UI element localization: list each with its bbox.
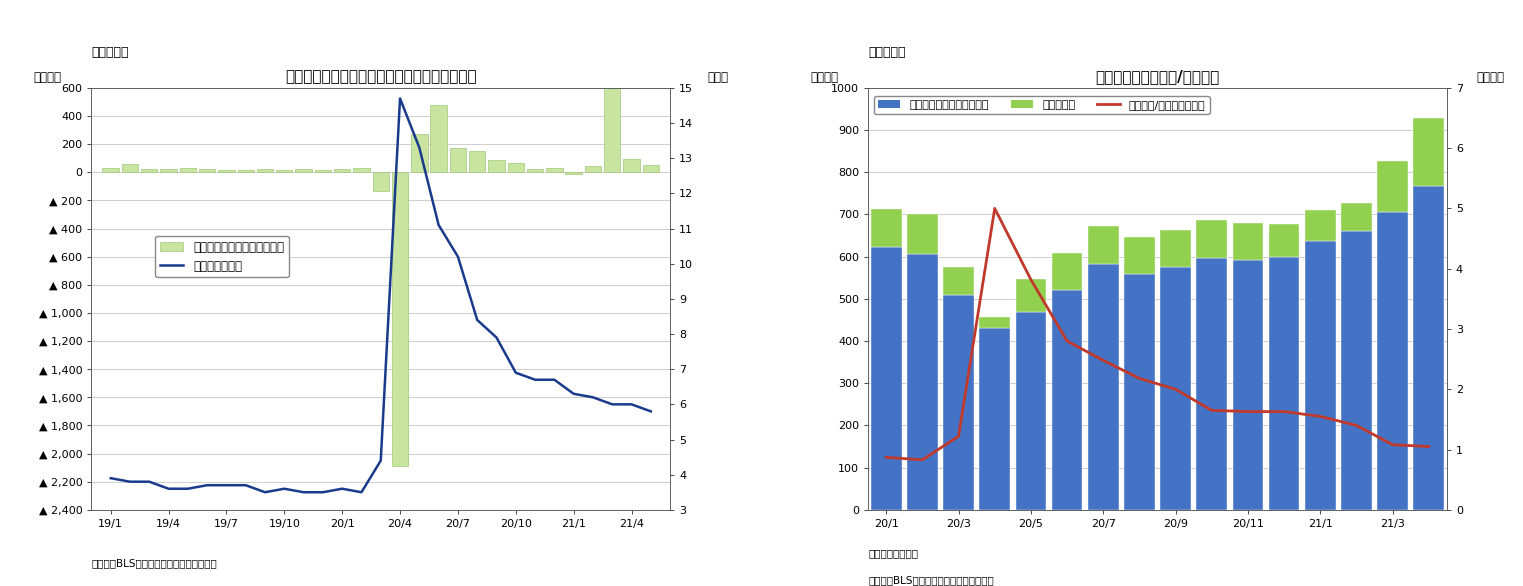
Bar	[180, 169, 196, 172]
Bar	[431, 105, 446, 172]
Bar	[276, 170, 292, 172]
Bar	[1197, 220, 1228, 257]
Text: （注）季節調整済: （注）季節調整済	[868, 548, 918, 558]
Bar	[102, 168, 119, 172]
Bar	[943, 295, 973, 510]
Bar	[200, 169, 215, 172]
Bar	[1377, 212, 1407, 510]
Bar	[1016, 312, 1046, 510]
Text: （万人）: （万人）	[34, 71, 61, 84]
Bar	[908, 254, 938, 510]
Bar	[1342, 203, 1372, 231]
Bar	[391, 172, 408, 466]
Bar	[1161, 230, 1191, 267]
Bar	[1413, 118, 1444, 186]
Bar	[1305, 241, 1336, 510]
Bar	[605, 63, 620, 172]
Bar	[1377, 161, 1407, 212]
Bar	[1342, 231, 1372, 510]
Bar	[565, 172, 582, 173]
Text: （万人）: （万人）	[810, 71, 838, 84]
Bar	[979, 316, 1010, 328]
Bar	[643, 165, 659, 172]
Bar	[160, 169, 177, 172]
Bar	[469, 151, 486, 172]
Title: 求人数および求人数/失業者数: 求人数および求人数/失業者数	[1095, 69, 1220, 84]
Bar	[257, 169, 273, 172]
Bar	[489, 161, 504, 172]
Bar	[238, 170, 254, 172]
Bar	[943, 267, 973, 295]
Bar	[507, 163, 524, 172]
Bar	[218, 170, 235, 172]
Text: （％）: （％）	[707, 71, 728, 84]
Text: （比率）: （比率）	[1477, 71, 1505, 84]
Bar	[449, 148, 466, 172]
Legend: 非農業部門雇用増（前月差）, 失業率（右軸）: 非農業部門雇用増（前月差）, 失業率（右軸）	[155, 236, 289, 277]
Bar	[1269, 257, 1299, 510]
Bar	[411, 134, 428, 172]
Bar	[1197, 257, 1228, 510]
Bar	[547, 168, 562, 172]
Bar	[315, 170, 330, 172]
Bar	[334, 169, 350, 172]
Text: （図表８）: （図表８）	[868, 46, 906, 59]
Bar	[871, 209, 902, 247]
Bar	[1269, 224, 1299, 257]
Bar	[1016, 280, 1046, 312]
Bar	[1232, 260, 1263, 510]
Bar	[1161, 267, 1191, 510]
Bar	[1087, 264, 1118, 510]
Text: （資料）BLSよりニッセイ基礎研究所作成: （資料）BLSよりニッセイ基礎研究所作成	[91, 558, 218, 568]
Bar	[1052, 291, 1083, 510]
Bar	[142, 169, 157, 172]
Bar	[871, 247, 902, 510]
Bar	[1232, 223, 1263, 260]
Bar	[1087, 226, 1118, 264]
Text: （図表７）: （図表７）	[91, 46, 129, 59]
Bar	[527, 169, 544, 172]
Text: （資料）BLSよりニッセイ基礎研究所作成: （資料）BLSよりニッセイ基礎研究所作成	[868, 575, 995, 585]
Bar	[585, 165, 602, 172]
Bar	[1305, 210, 1336, 241]
Bar	[353, 168, 370, 172]
Bar	[979, 328, 1010, 510]
Bar	[122, 165, 139, 172]
Bar	[373, 172, 388, 190]
Bar	[623, 159, 640, 172]
Bar	[1052, 253, 1083, 291]
Bar	[908, 214, 938, 254]
Legend: 求人数（除く娯楽・宿泊）, 娯楽・宿泊, 失業者数/求人数（右軸）: 求人数（除く娯楽・宿泊）, 娯楽・宿泊, 失業者数/求人数（右軸）	[874, 96, 1209, 114]
Bar	[1124, 237, 1154, 274]
Title: 米国の雇用動向（非農業部門雇用増と失業率）: 米国の雇用動向（非農業部門雇用増と失業率）	[285, 69, 477, 84]
Bar	[295, 169, 312, 172]
Bar	[1413, 186, 1444, 510]
Bar	[1124, 274, 1154, 510]
